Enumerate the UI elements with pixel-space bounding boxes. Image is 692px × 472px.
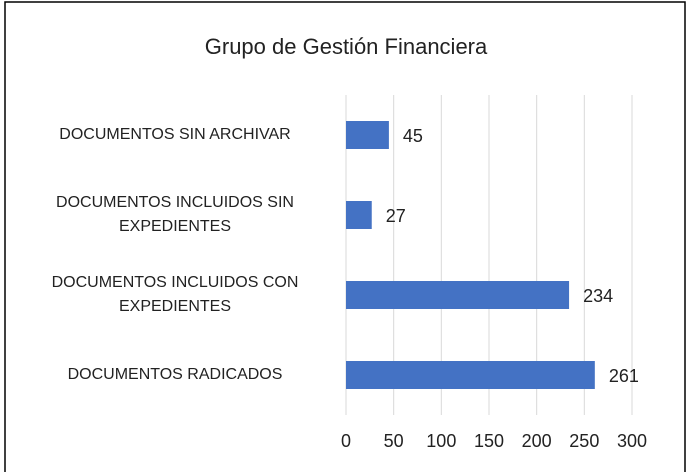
bar <box>346 281 570 309</box>
bar <box>346 201 372 229</box>
x-tick-label: 200 <box>522 431 552 451</box>
x-tick-label: 0 <box>341 431 351 451</box>
y-tick-label: DOCUMENTOS RADICADOS <box>67 366 283 383</box>
bar <box>346 361 595 389</box>
chart-title: Grupo de Gestión Financiera <box>205 34 488 59</box>
value-label: 234 <box>583 286 613 306</box>
x-tick-label: 300 <box>617 431 647 451</box>
x-tick-label: 50 <box>384 431 404 451</box>
x-tick-label: 150 <box>474 431 504 451</box>
y-tick-label: DOCUMENTOS INCLUIDOS SIN EXPEDIENTES <box>56 194 294 235</box>
bar <box>346 121 389 149</box>
x-tick-label: 250 <box>569 431 599 451</box>
x-tick-label: 100 <box>426 431 456 451</box>
y-tick-label: DOCUMENTOS SIN ARCHIVAR <box>59 126 291 143</box>
y-tick-label: DOCUMENTOS INCLUIDOS CON EXPEDIENTES <box>51 274 299 315</box>
value-label: 45 <box>403 126 423 146</box>
frame <box>4 1 686 472</box>
value-label: 27 <box>386 206 406 226</box>
value-label: 261 <box>609 366 639 386</box>
